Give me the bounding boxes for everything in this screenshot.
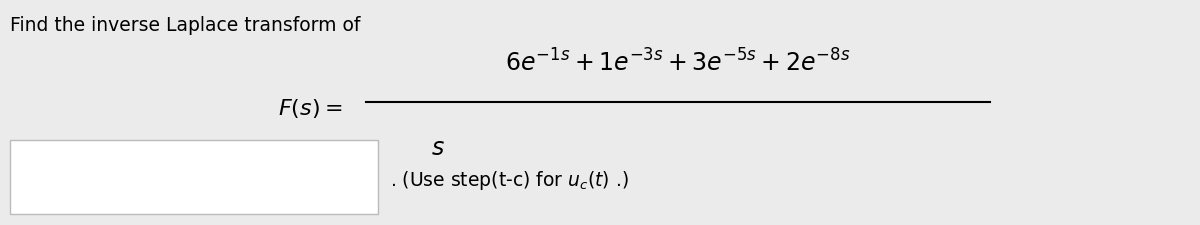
Text: Find the inverse Laplace transform of: Find the inverse Laplace transform of	[10, 16, 360, 35]
Text: . (Use step(t-c) for $u_c(t)$ .): . (Use step(t-c) for $u_c(t)$ .)	[390, 169, 629, 191]
Text: $F(s) = $: $F(s) = $	[277, 97, 342, 119]
Text: $6e^{-1s} + 1e^{-3s} + 3e^{-5s} + 2e^{-8s}$: $6e^{-1s} + 1e^{-3s} + 3e^{-5s} + 2e^{-8…	[505, 50, 851, 76]
Text: $s$: $s$	[431, 137, 445, 160]
